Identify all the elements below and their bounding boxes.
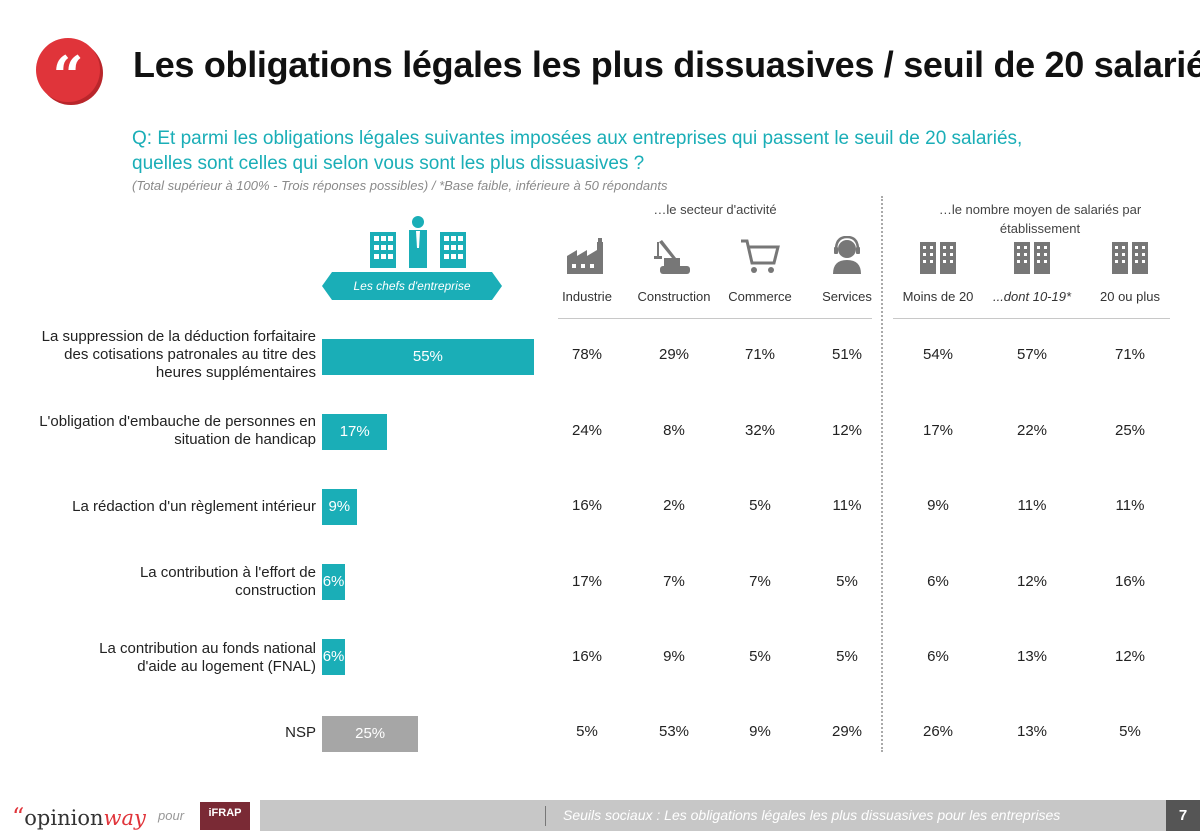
row-label: L'obligation d'embauche de personnes en … xyxy=(39,413,316,448)
size-group-header: …le nombre moyen de salariés par établis… xyxy=(938,202,1142,236)
table-cell: 17% xyxy=(922,422,954,439)
bar-value-label: 9% xyxy=(328,498,351,515)
table-cell: 11% xyxy=(832,497,862,514)
table-cell: 6% xyxy=(927,573,949,590)
header-rule xyxy=(893,318,1170,319)
footer-pour: pour xyxy=(158,808,185,823)
building-icon xyxy=(893,236,983,276)
table-cell: 57% xyxy=(1016,346,1048,363)
table-cell: 16% xyxy=(571,497,603,514)
column-header: Construction xyxy=(637,289,711,304)
table-cell: 51% xyxy=(831,346,863,363)
table-cell: 25% xyxy=(1114,422,1146,439)
column-header: Industrie xyxy=(562,289,612,304)
table-cell: 5% xyxy=(836,648,858,665)
quote-logo-icon: “ xyxy=(36,38,100,108)
table-cell: 9% xyxy=(927,497,949,514)
table-cell: 11% xyxy=(1017,497,1047,514)
bar-value-label: 55% xyxy=(412,348,443,365)
table-cell: 53% xyxy=(658,723,690,740)
footer-logos: “opinionway pour iFRAP xyxy=(0,800,260,831)
column-header: Moins de 20 xyxy=(902,289,974,304)
factory-icon xyxy=(542,236,632,276)
table-cell: 5% xyxy=(749,497,771,514)
table-cell: 6% xyxy=(927,648,949,665)
table-cell: 5% xyxy=(836,573,858,590)
shopping-cart-icon xyxy=(715,236,805,276)
column-header: 20 ou plus xyxy=(1100,289,1160,304)
table-cell: 5% xyxy=(576,723,598,740)
table-cell: 9% xyxy=(749,723,771,740)
table-cell: 12% xyxy=(1016,573,1048,590)
table-cell: 12% xyxy=(831,422,863,439)
bar-value-label: 25% xyxy=(355,725,386,742)
survey-question: Q: Et parmi les obligations légales suiv… xyxy=(132,128,1023,174)
column-header: ...dont 10-19* xyxy=(992,289,1072,304)
table-cell: 2% xyxy=(663,497,685,514)
header-rule xyxy=(558,318,872,319)
bar xyxy=(322,564,346,600)
column-header: Services xyxy=(822,289,872,304)
table-cell: 71% xyxy=(744,346,776,363)
column-header: Commerce xyxy=(728,289,792,304)
opinionway-logo: “opinionway xyxy=(12,803,146,831)
table-cell: 8% xyxy=(663,422,685,439)
survey-note: (Total supérieur à 100% - Trois réponses… xyxy=(132,178,668,193)
row-label: La rédaction d'un règlement intérieur xyxy=(72,498,316,515)
footer-divider xyxy=(545,806,546,826)
table-cell: 16% xyxy=(1114,573,1146,590)
bar-value-label: 6% xyxy=(322,573,345,590)
business-people-icon xyxy=(368,214,468,270)
row-label: NSP xyxy=(285,724,316,741)
table-cell: 32% xyxy=(744,422,776,439)
table-cell: 26% xyxy=(922,723,954,740)
sector-group-header: …le secteur d'activité xyxy=(653,202,777,217)
table-cell: 13% xyxy=(1016,648,1048,665)
row-label: La contribution au fonds national d'aide… xyxy=(99,640,316,675)
page-title: Les obligations légales les plus dissuas… xyxy=(133,44,1200,85)
table-cell: 29% xyxy=(658,346,690,363)
bar xyxy=(322,414,388,450)
footer-caption: Seuils sociaux : Les obligations légales… xyxy=(563,807,1061,823)
footer: “opinionway pour iFRAP Seuils sociaux : … xyxy=(0,800,1200,831)
table-cell: 24% xyxy=(571,422,603,439)
table-cell: 54% xyxy=(922,346,954,363)
ifrap-logo: iFRAP xyxy=(200,802,250,830)
bar xyxy=(322,639,346,675)
bar xyxy=(322,339,534,375)
table-cell: 71% xyxy=(1114,346,1146,363)
table-cell: 78% xyxy=(571,346,603,363)
segment-ribbon: Les chefs d'entreprise xyxy=(322,272,502,300)
headset-person-icon xyxy=(802,236,892,276)
table-cell: 29% xyxy=(831,723,863,740)
table-cell: 11% xyxy=(1115,497,1145,514)
table-cell: 16% xyxy=(571,648,603,665)
bar-value-label: 6% xyxy=(322,648,345,665)
table-cell: 5% xyxy=(749,648,771,665)
bar xyxy=(322,489,357,525)
table-cell: 22% xyxy=(1016,422,1048,439)
building-icon xyxy=(1085,236,1175,276)
row-label: La suppression de la déduction forfaitai… xyxy=(41,328,316,381)
table-cell: 13% xyxy=(1016,723,1048,740)
table-cell: 5% xyxy=(1119,723,1141,740)
bar-value-label: 17% xyxy=(339,423,370,440)
page-number: 7 xyxy=(1166,800,1200,831)
building-icon xyxy=(987,236,1077,276)
crane-icon xyxy=(629,236,719,276)
group-separator xyxy=(881,196,883,752)
table-cell: 7% xyxy=(749,573,771,590)
bar xyxy=(322,716,419,752)
table-cell: 12% xyxy=(1114,648,1146,665)
table-cell: 17% xyxy=(571,573,603,590)
table-cell: 7% xyxy=(663,573,685,590)
row-label: La contribution à l'effort de constructi… xyxy=(139,564,316,599)
table-cell: 9% xyxy=(663,648,685,665)
quote-glyph: “ xyxy=(52,44,84,108)
